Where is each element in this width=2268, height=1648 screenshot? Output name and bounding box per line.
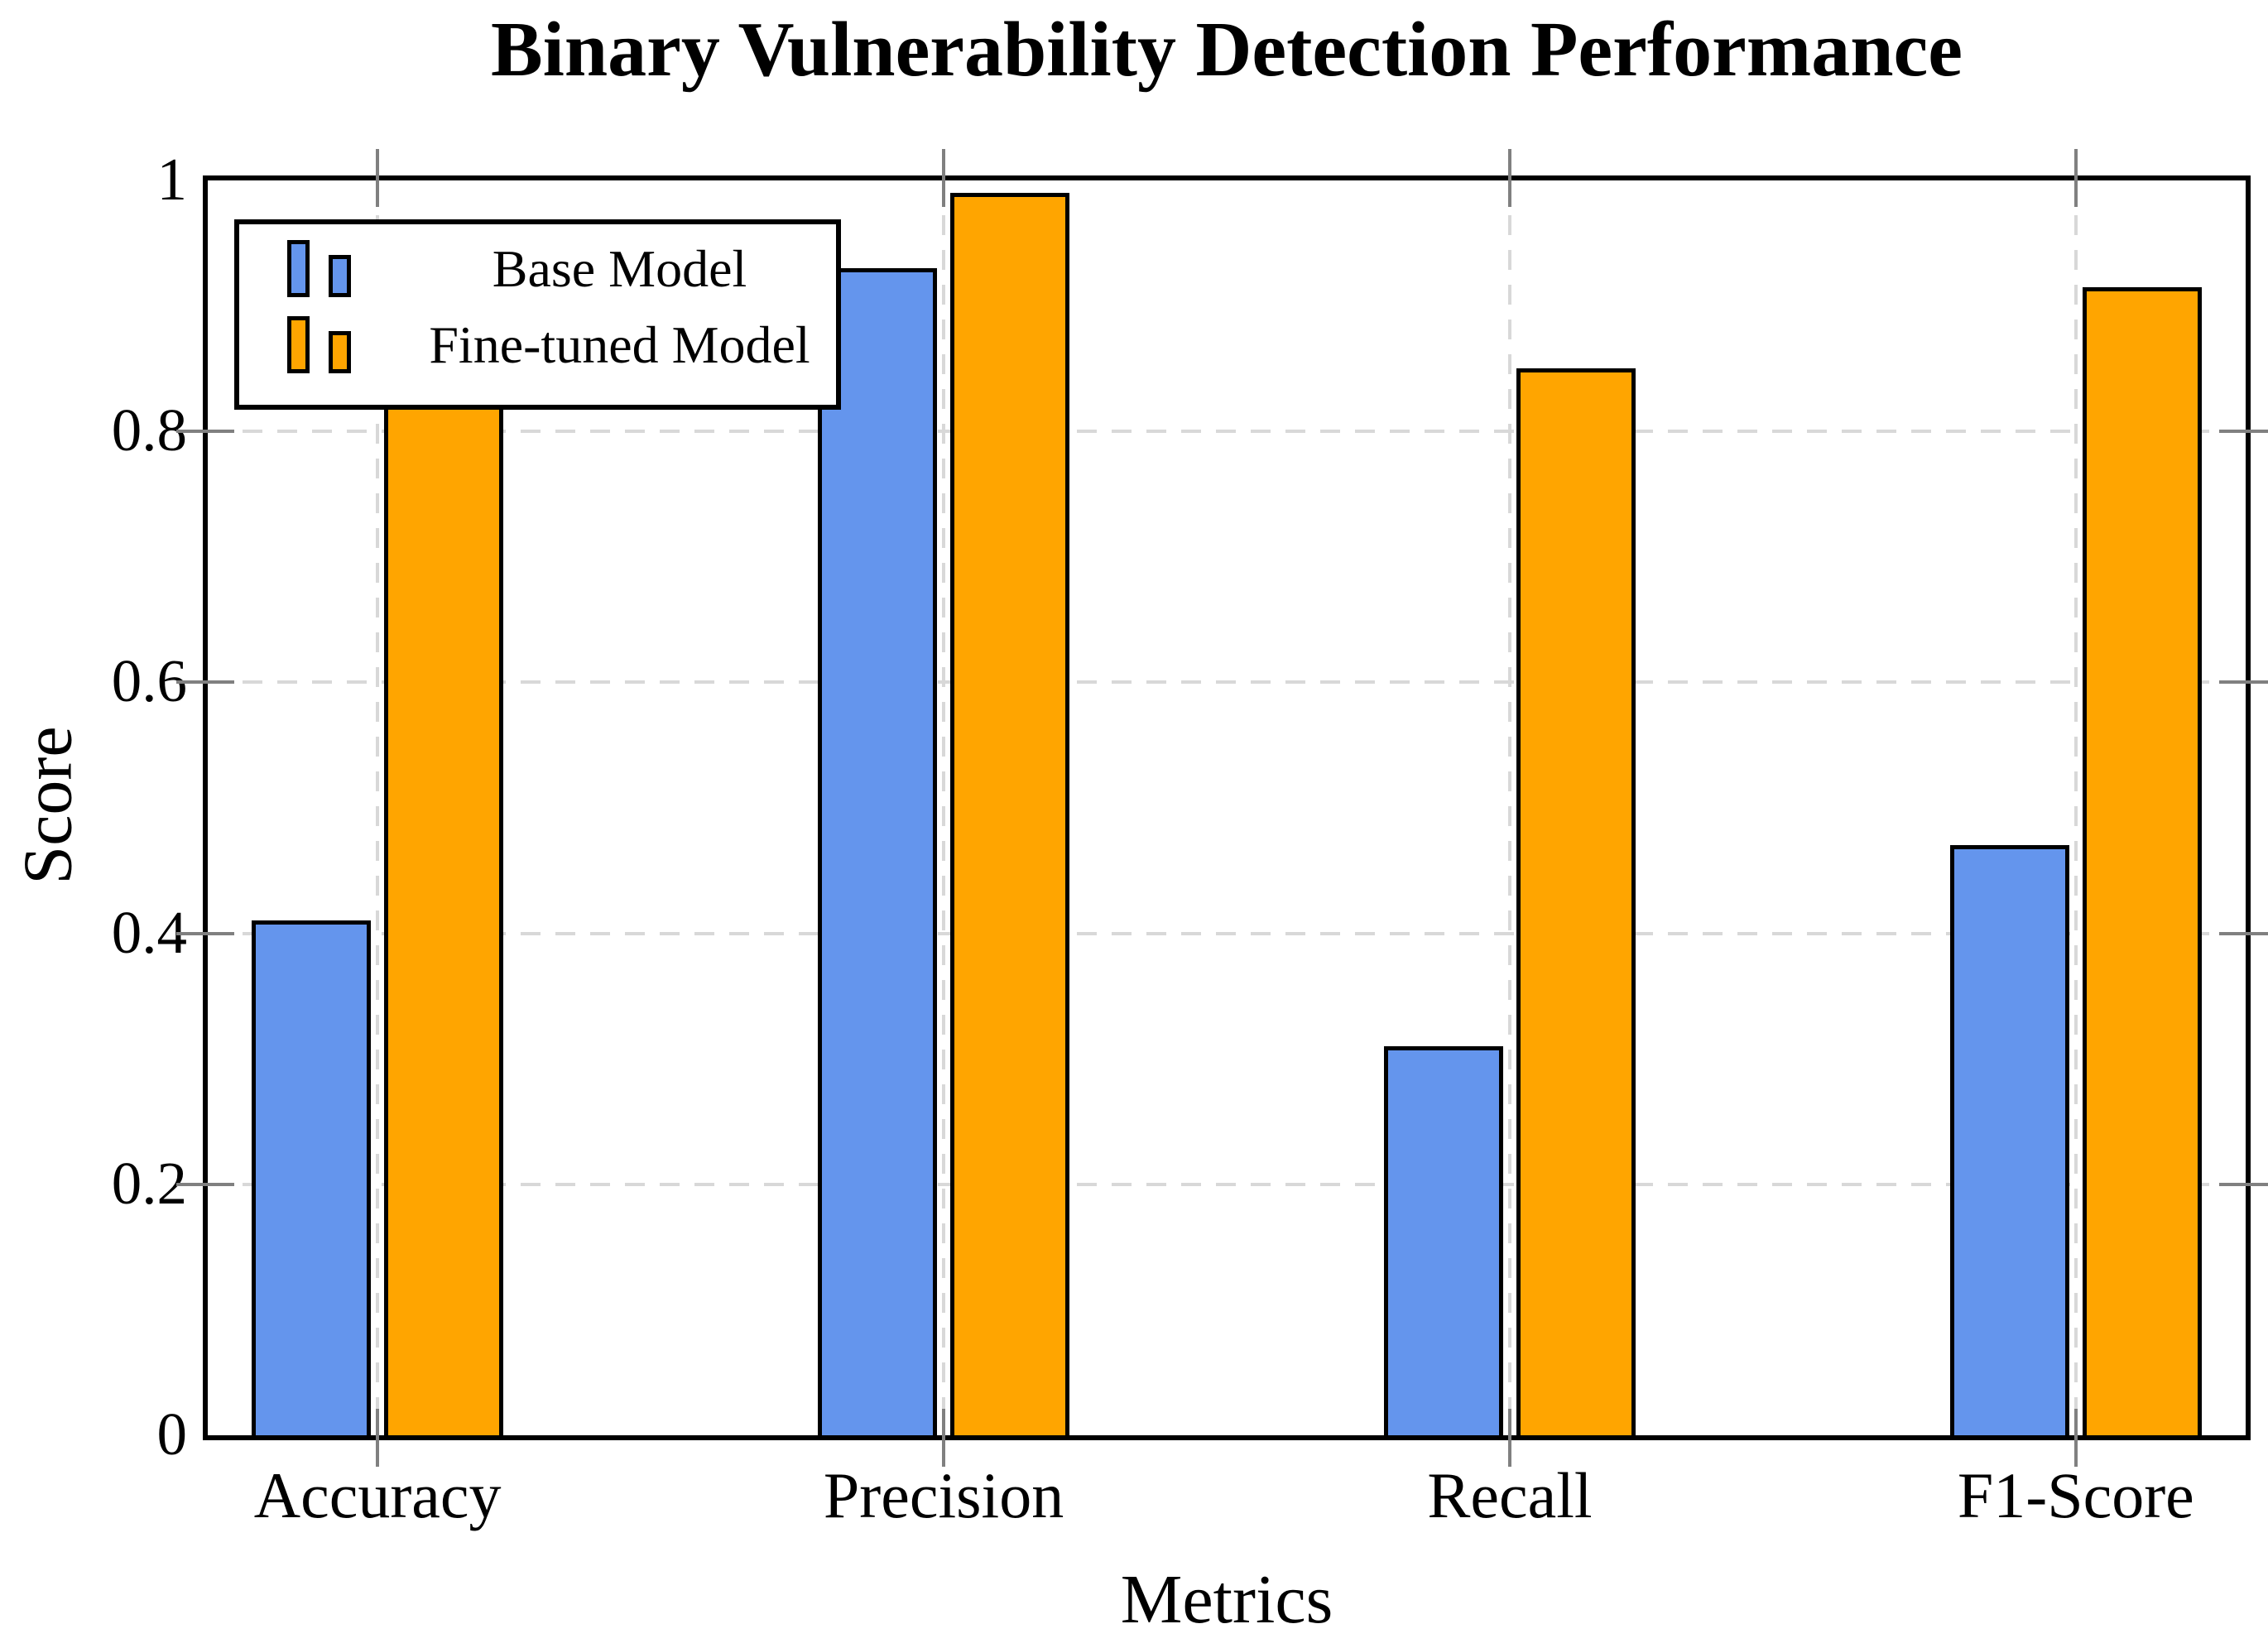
- legend: Base Model Fine-tuned Model: [234, 219, 841, 410]
- bar-base-model-precision: [817, 268, 937, 1435]
- x-tick-mark: [1507, 1409, 1511, 1467]
- x-tick-mark: [376, 1409, 380, 1467]
- y-tick-labels: 0 0.2 0.4 0.6 0.8 1: [0, 149, 187, 1464]
- fine-tuned-model-swatch-icon: [287, 316, 411, 373]
- bar-fine-tuned-model-precision: [950, 193, 1070, 1435]
- vertical-gridline: [942, 180, 946, 1435]
- legend-label-fine-tuned-model: Fine-tuned Model: [429, 315, 810, 374]
- horizontal-gridline: [208, 931, 2246, 935]
- plot-area: Base Model Fine-tuned Model: [176, 149, 2268, 1467]
- x-tick-mark: [942, 1409, 946, 1467]
- y-tick-mark: [176, 680, 234, 685]
- x-tick-mark: [376, 149, 380, 207]
- bar-fine-tuned-model-accuracy: [384, 344, 504, 1435]
- x-axis-label: Metrics: [1120, 1561, 1333, 1638]
- x-tick-mark: [2073, 149, 2078, 207]
- vertical-gridline: [2073, 180, 2078, 1435]
- x-tick-mark: [942, 149, 946, 207]
- vertical-gridline: [1507, 180, 1511, 1435]
- y-tick-mark: [2219, 1182, 2268, 1186]
- y-tick-mark: [2219, 931, 2268, 935]
- y-tick-mark: [176, 1182, 234, 1186]
- fine-tuned-model-bar-glyph: [287, 316, 310, 373]
- x-tick-labels: Accuracy Precision Recall F1-Score: [208, 1463, 2246, 1554]
- bar-base-model-accuracy: [252, 920, 372, 1435]
- legend-entry-base-model: Base Model: [287, 236, 828, 297]
- y-tick-label: 0.2: [111, 1149, 187, 1217]
- legend-label-base-model: Base Model: [492, 239, 747, 298]
- bar-base-model-f1-score: [1949, 845, 2069, 1435]
- y-tick-mark: [2219, 430, 2268, 434]
- base-model-swatch-icon: [287, 240, 411, 297]
- horizontal-gridline: [208, 1182, 2246, 1186]
- bar-fine-tuned-model-f1-score: [2082, 286, 2202, 1435]
- vertical-gridline: [376, 180, 380, 1435]
- horizontal-gridline: [208, 680, 2246, 685]
- horizontal-gridline: [208, 430, 2246, 434]
- y-tick-mark: [176, 931, 234, 935]
- base-model-bar-glyph: [287, 240, 310, 297]
- chart-title: Binary Vulnerability Detection Performan…: [491, 7, 1963, 93]
- x-tick-label-recall: Recall: [1427, 1459, 1593, 1531]
- y-tick-label: 1: [156, 146, 188, 214]
- bar-fine-tuned-model-recall: [1516, 368, 1636, 1435]
- x-tick-label-accuracy: Accuracy: [253, 1459, 502, 1531]
- bar-base-model-recall: [1383, 1046, 1503, 1435]
- y-tick-label: 0.8: [111, 396, 187, 464]
- x-tick-mark: [2073, 1409, 2078, 1467]
- legend-entry-fine-tuned-model: Fine-tuned Model: [287, 312, 828, 373]
- x-tick-label-precision: Precision: [823, 1459, 1064, 1531]
- y-tick-mark: [176, 430, 234, 434]
- y-tick-label: 0: [156, 1401, 188, 1468]
- y-tick-label: 0.4: [111, 898, 187, 966]
- x-tick-mark: [1507, 149, 1511, 207]
- y-tick-label: 0.6: [111, 647, 187, 715]
- fine-tuned-model-bar-glyph: [329, 331, 351, 373]
- base-model-bar-glyph: [329, 255, 351, 297]
- y-tick-mark: [2219, 680, 2268, 685]
- x-tick-label-f1-score: F1-Score: [1957, 1459, 2194, 1531]
